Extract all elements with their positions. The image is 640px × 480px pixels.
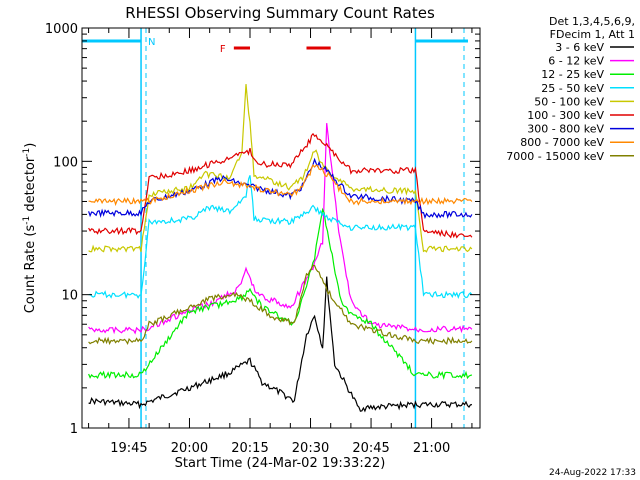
legend-entry-label: 800 - 7000 keV bbox=[520, 136, 604, 149]
x-tick-label: 21:00 bbox=[413, 441, 450, 456]
y-axis: 1 10 100 1000 bbox=[45, 22, 480, 437]
legend: Det 1,3,4,5,6,9,FDecim 1, Att 13 - 6 keV… bbox=[506, 15, 635, 163]
y-tick-label: 1 bbox=[70, 422, 78, 437]
legend-entry-label: 3 - 6 keV bbox=[555, 41, 604, 54]
x-tick-label: 20:00 bbox=[171, 441, 208, 456]
x-tick-label: 20:15 bbox=[231, 441, 268, 456]
y-axis-label: Count Rate (s-1 detector-1) bbox=[22, 143, 38, 314]
legend-entry-label: 300 - 800 keV bbox=[527, 123, 604, 136]
legend-header-line: Det 1,3,4,5,6,9, bbox=[549, 15, 635, 28]
legend-header-line: FDecim 1, Att 1 bbox=[550, 28, 635, 41]
legend-entry-label: 100 - 300 keV bbox=[527, 109, 604, 122]
x-tick-label: 19:45 bbox=[110, 441, 147, 456]
x-tick-label: 20:30 bbox=[292, 441, 329, 456]
series-line-4 bbox=[88, 175, 473, 300]
y-tick-label: 10 bbox=[61, 289, 78, 304]
y-tick-label: 100 bbox=[53, 155, 78, 170]
series-line-5 bbox=[88, 84, 473, 253]
plot-area: NF bbox=[82, 28, 473, 428]
x-axis-label: Start Time (24-Mar-02 19:33:22) bbox=[175, 456, 386, 471]
x-axis: 19:45 20:00 20:15 20:30 20:45 21:00 bbox=[88, 28, 473, 456]
legend-entry-label: 12 - 25 keV bbox=[541, 68, 604, 81]
legend-entry-label: 50 - 100 keV bbox=[534, 95, 604, 108]
y-tick-label: 1000 bbox=[45, 22, 78, 37]
series-line-8 bbox=[88, 164, 473, 207]
chart-title: RHESSI Observing Summary Count Rates bbox=[125, 4, 435, 22]
legend-entry-label: 7000 - 15000 keV bbox=[506, 150, 604, 163]
series-line-6 bbox=[88, 132, 473, 239]
series-line-9 bbox=[88, 264, 473, 346]
footer-date: 24-Aug-2022 17:33 bbox=[549, 468, 636, 478]
series-line-1 bbox=[88, 276, 473, 413]
y-axis-label-superscript: -1 bbox=[22, 216, 32, 225]
y-axis-label-superscript-2: -1 bbox=[22, 148, 32, 157]
plot-frame bbox=[81, 27, 481, 429]
legend-entry-label: 25 - 50 keV bbox=[541, 82, 604, 95]
y-axis-label-close: ) bbox=[23, 143, 38, 148]
series-line-2 bbox=[88, 123, 473, 335]
flare-flag-label: F bbox=[220, 44, 226, 55]
legend-entry-label: 6 - 12 keV bbox=[548, 55, 604, 68]
y-axis-label-part: Count Rate (s bbox=[23, 225, 38, 314]
series-line-3 bbox=[88, 207, 473, 380]
night-flag-label: N bbox=[148, 37, 155, 48]
y-axis-label-part-2: detector bbox=[23, 156, 38, 216]
x-tick-label: 20:45 bbox=[352, 441, 389, 456]
